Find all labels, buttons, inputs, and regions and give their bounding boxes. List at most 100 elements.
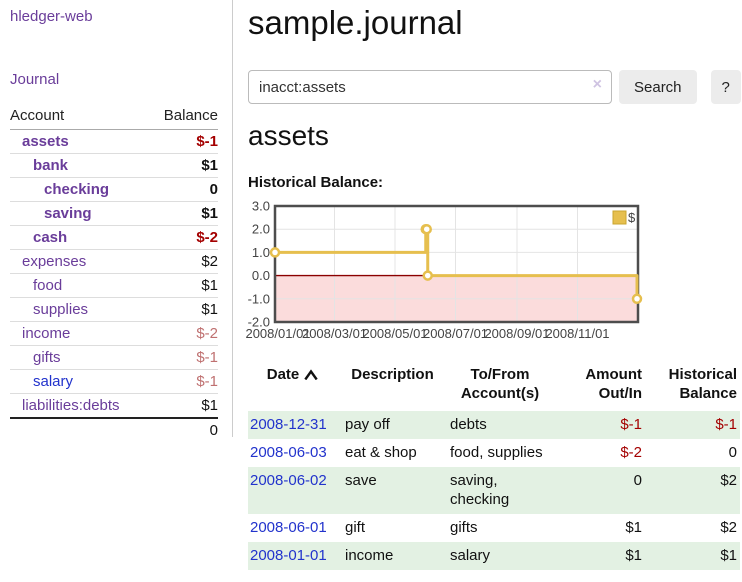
date-column-label: Date [266,366,300,383]
sidebar-account-link[interactable]: liabilities:debts [22,397,120,414]
transaction-description: gift [345,519,366,536]
transaction-balance: 0 [728,444,737,461]
register-row: 2008-06-03 eat & shop food, supplies $-2 0 [248,439,740,467]
svg-text:-2.0: -2.0 [248,315,270,330]
svg-text:-1.0: -1.0 [248,291,270,306]
account-row: salary $-1 [10,369,218,393]
account-balance-value: $-2 [196,325,218,342]
account-row: supplies $1 [10,297,218,321]
transaction-accounts: debts [450,416,487,433]
account-balance-value: $1 [201,205,218,222]
register-row: 2008-06-01 gift gifts $1 $2 [248,514,740,542]
transaction-amount: $1 [625,519,642,536]
hist-line2: Balance [679,385,737,402]
sidebar-account-link[interactable]: supplies [33,301,89,318]
transaction-amount: $1 [625,547,642,564]
tofrom-column-header: To/From Account(s) [450,361,560,411]
svg-text:2008/05/01: 2008/05/01 [362,326,427,341]
transaction-description: save [345,472,377,489]
sidebar: hledger-web Journal Account Balance asse… [0,0,233,439]
transaction-description: pay off [345,416,390,433]
account-row: food $1 [10,273,218,297]
sidebar-account-link[interactable]: assets [22,133,69,150]
account-balance-value: $1 [201,157,218,174]
transaction-balance: $2 [720,472,737,489]
svg-text:2008/01/01: 2008/01/01 [245,326,310,341]
transaction-accounts: saving, checking [450,472,510,508]
nav-journal-link[interactable]: Journal [10,71,60,88]
tofrom-line2: Account(s) [460,385,540,402]
svg-text:2.0: 2.0 [252,222,270,237]
transaction-date-link[interactable]: 2008-06-01 [250,519,327,536]
sidebar-account-link[interactable]: saving [44,205,92,222]
transaction-balance: $2 [720,519,737,536]
account-balance-value: 0 [209,181,218,198]
account-row: expenses $2 [10,249,218,273]
help-button[interactable]: ? [710,70,741,104]
svg-text:2008/03/01: 2008/03/01 [302,326,367,341]
sort-by-date-header[interactable]: Date [248,361,345,411]
brand-link[interactable]: hledger-web [10,8,93,25]
description-column-header: Description [351,366,434,383]
transaction-description: income [345,547,394,564]
sort-ascending-icon [304,369,318,381]
account-column-header: Account [10,107,65,124]
date-cell: 2008-06-03 [248,439,345,467]
date-cell: 2008-06-01 [248,514,345,542]
account-balance-value: $-1 [196,373,218,390]
date-cell: 2008-12-31 [248,411,345,439]
transaction-accounts: salary [450,547,491,564]
sidebar-account-link[interactable]: salary [33,373,74,390]
balance-column-header: Balance [163,107,218,124]
svg-text:0.0: 0.0 [252,268,270,283]
transaction-date-link[interactable]: 2008-12-31 [250,416,327,433]
account-tree: assets $-1 bank $1 checking 0 saving $1 cash $-2 e… [10,130,218,417]
amount-line2: Out/In [598,385,642,402]
search-input-wrap: × [248,70,612,104]
date-cell: 2008-01-01 [248,542,345,570]
register-header-row: Date Description To/From Account(s) Amou… [248,361,740,411]
svg-text:3.0: 3.0 [252,199,270,214]
page-title: sample.journal [248,4,463,41]
account-heading: assets [248,120,329,151]
transaction-accounts: food, supplies [450,444,543,461]
sidebar-account-link[interactable]: income [22,325,71,342]
search-button[interactable]: Search [619,70,697,104]
register-row: 2008-06-02 save saving, checking 0 $2 [248,467,740,514]
amount-column-header: Amount Out/In [560,361,642,411]
svg-text:1.0: 1.0 [252,245,270,260]
transaction-date-link[interactable]: 2008-06-03 [250,444,327,461]
sidebar-account-link[interactable]: bank [33,157,69,174]
register-row: 2008-12-31 pay off debts $-1 $-1 [248,411,740,439]
main-content: sample.journal × Search ? assets Histori… [245,0,742,582]
account-balance-value: $-1 [196,349,218,366]
account-balance-value: $1 [201,397,218,414]
amount-line1: Amount [585,366,642,383]
date-cell: 2008-06-02 [248,467,345,514]
sidebar-account-link[interactable]: food [33,277,63,294]
account-row: gifts $-1 [10,345,218,369]
search-bar: × Search ? [248,70,741,104]
account-balance-value: $2 [201,253,218,270]
transaction-date-link[interactable]: 2008-01-01 [250,547,327,564]
svg-text:2008/07/01: 2008/07/01 [423,326,488,341]
clear-search-icon[interactable]: × [592,76,602,93]
transaction-date-link[interactable]: 2008-06-02 [250,472,327,489]
transaction-amount: $-1 [620,416,642,433]
svg-text:2008/09/01: 2008/09/01 [484,326,549,341]
search-input[interactable] [248,70,612,104]
transaction-description: eat & shop [345,444,417,461]
sidebar-account-link[interactable]: expenses [22,253,87,270]
sidebar-account-link[interactable]: checking [44,181,110,198]
hist-line1: Historical [668,366,737,383]
account-row: liabilities:debts $1 [10,393,218,417]
account-row: assets $-1 [10,130,218,153]
sidebar-account-link[interactable]: gifts [33,349,61,366]
account-row: saving $1 [10,201,218,225]
sidebar-account-link[interactable]: cash [33,229,68,246]
account-row: checking 0 [10,177,218,201]
account-balance-table: Account Balance assets $-1 bank $1 checking 0… [10,104,218,442]
historical-balance-chart: 3.0 2.0 1.0 0.0 -1.0 -2.02008/01/012008/03/01… [245,199,643,341]
account-balance-value: $1 [201,301,218,318]
account-total-row: 0 [10,417,218,442]
